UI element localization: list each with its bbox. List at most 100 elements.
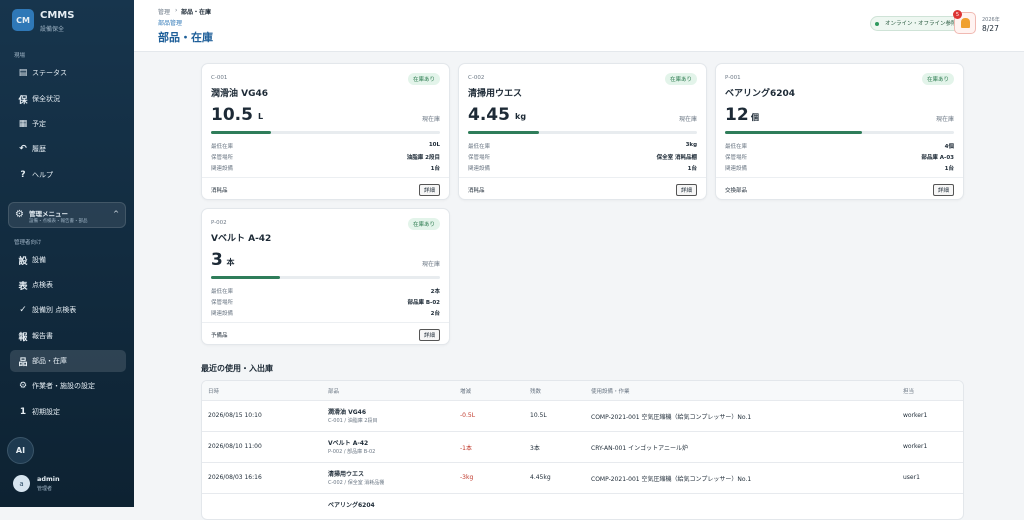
cell-part: ベアリング6204: [328, 502, 375, 509]
admin-sub: 設備・点検表・報告書・部品: [29, 219, 88, 224]
cell-user: user1: [903, 474, 920, 481]
cell-part: 潤滑油 VG46: [328, 409, 367, 416]
row-divider: [202, 462, 963, 463]
stock-qty: 4.45: [468, 105, 510, 125]
detail-value: 2本: [430, 289, 440, 295]
stock-bar-fill: [725, 131, 863, 134]
nav-item[interactable]: ▤ ステータス: [10, 62, 126, 84]
detail-button[interactable]: 詳細: [418, 184, 440, 196]
cell-equipment: COMP-2021-001 空気圧縮機（給気コンプレッサー）No.1: [591, 476, 752, 483]
nav-icon: ?: [20, 170, 26, 180]
nav-icon: 品: [18, 357, 28, 368]
detail-value: 10L: [428, 142, 440, 148]
stock-bar: [211, 276, 440, 279]
detail-label: 最低在庫: [468, 144, 491, 150]
nav-label: 予定: [32, 120, 46, 128]
nav-icon: 表: [18, 281, 28, 292]
cell-equipment: COMP-2021-001 空気圧縮機（給気コンプレッサー）No.1: [591, 414, 752, 421]
admin-toggle: ^: [113, 210, 119, 218]
nav-item[interactable]: 品部品・在庫: [10, 350, 126, 372]
nav-icon: ⚙: [18, 381, 28, 391]
detail-value: 2台: [430, 311, 440, 317]
nav-item[interactable]: 設設備: [10, 249, 126, 271]
part-card: C-002 在庫あり 清掃用ウエス 4.45 kg 現在庫 最低在庫 3kg 保管場所 保全室 消…: [458, 63, 707, 200]
detail-value: 1台: [687, 166, 697, 172]
detail-label: 関連設備: [211, 311, 234, 317]
stock-bar: [211, 131, 440, 134]
cell-remain: 4.45kg: [530, 474, 551, 481]
cell-user: worker1: [903, 443, 928, 450]
stock-label: 現在庫: [421, 116, 440, 123]
detail-label: 関連設備: [468, 166, 491, 172]
nav-label: 報告書: [32, 332, 53, 340]
breadcrumb-sep: ›: [175, 7, 178, 14]
detail-button[interactable]: 詳細: [675, 184, 697, 196]
breadcrumb: 管理: [158, 9, 171, 16]
nav-label: ヘルプ: [32, 171, 53, 179]
detail-button[interactable]: 詳細: [932, 184, 954, 196]
detail-button[interactable]: 詳細: [418, 329, 440, 341]
detail-value: 1台: [430, 166, 440, 172]
detail-label: 保管場所: [211, 300, 234, 306]
nav-label: 作業者・施設の設定: [32, 382, 95, 390]
app-sub: 設備保全: [40, 26, 65, 33]
nav-item[interactable]: 保保全状況: [10, 88, 126, 110]
cell-part-sub: C-002 / 保全室 消耗品棚: [328, 480, 385, 486]
ai-button[interactable]: AI: [7, 437, 34, 464]
admin-menu[interactable]: ⚙ 管理メニュー 設備・点検表・報告書・部品 ^: [8, 202, 126, 228]
nav-label: 履歴: [32, 145, 46, 153]
section-label: 現場: [14, 53, 26, 59]
nav-item[interactable]: ? ヘルプ: [10, 164, 126, 186]
stock-unit: kg: [515, 112, 527, 121]
part-code: C-002: [468, 75, 485, 81]
date-year: 2026年: [982, 17, 1000, 23]
nav-label: 初期設定: [32, 408, 60, 416]
detail-label: 最低在庫: [211, 144, 234, 150]
cell-remain: 10.5L: [530, 412, 547, 419]
detail-value: 1台: [944, 166, 954, 172]
detail-value: 保全室 消耗品棚: [656, 155, 697, 161]
part-card: C-001 在庫あり 潤滑油 VG46 10.5 L 現在庫 最低在庫 10L 保管場所 油脂庫 …: [201, 63, 450, 200]
page-sub: 部品管理: [158, 20, 183, 27]
stock-unit: L: [258, 112, 264, 121]
part-category: 消耗品: [468, 188, 485, 194]
nav-item[interactable]: 表点検表: [10, 274, 126, 296]
stock-badge: 在庫あり: [407, 218, 440, 230]
app-name: CMMS: [40, 10, 75, 21]
cell-part-sub: C-001 / 油脂庫 2段目: [328, 418, 378, 424]
nav-item[interactable]: ▦ 予定: [10, 113, 126, 135]
cell-remain: 3本: [530, 445, 540, 452]
admin-title: 管理メニュー: [29, 210, 68, 218]
detail-label: 関連設備: [725, 166, 748, 172]
nav-item[interactable]: 1 初期設定: [10, 401, 126, 423]
breadcrumb[interactable]: 部品・在庫: [181, 9, 212, 16]
cell-equipment: CRY-AN-001 インゴットアニール炉: [591, 445, 688, 452]
cell-delta: -0.5L: [460, 412, 476, 419]
cell-part: Vベルト A-42: [328, 440, 369, 447]
section-title: 最近の使用・入出庫: [201, 364, 273, 373]
detail-label: 保管場所: [211, 155, 234, 161]
part-card: P-002 在庫あり Vベルト A-42 3 本 現在庫 最低在庫 2本 保管場所 部品庫 B-0…: [201, 208, 450, 345]
user-role: 管理者: [37, 486, 53, 492]
bell-icon: [961, 18, 970, 28]
nav-item[interactable]: ⚙ 作業者・施設の設定: [10, 375, 126, 397]
nav-icon: ▦: [18, 119, 28, 129]
part-category: 交換部品: [725, 188, 748, 194]
part-card: P-001 在庫あり ベアリング6204 12 個 現在庫 最低在庫 4個 保管場所 部品庫 A-…: [715, 63, 964, 200]
nav-label: 保全状況: [32, 95, 60, 103]
stock-bar: [725, 131, 954, 134]
nav-item[interactable]: ↶ 履歴: [10, 138, 126, 160]
nav-item[interactable]: ✓ 設備別 点検表: [10, 299, 126, 321]
nav-item[interactable]: 報報告書: [10, 325, 126, 347]
part-name: 清掃用ウエス: [468, 89, 523, 99]
cell-date: 2026/08/03 16:16: [208, 474, 262, 481]
user-avatar: a: [13, 475, 30, 492]
cell-delta: -3kg: [460, 474, 474, 481]
nav-icon: ▤: [18, 68, 28, 78]
detail-value: 4個: [944, 144, 954, 150]
part-name: 潤滑油 VG46: [211, 89, 269, 99]
part-name: Vベルト A-42: [211, 234, 272, 244]
column-header: 担当: [903, 389, 915, 395]
nav-icon: 設: [18, 256, 28, 267]
